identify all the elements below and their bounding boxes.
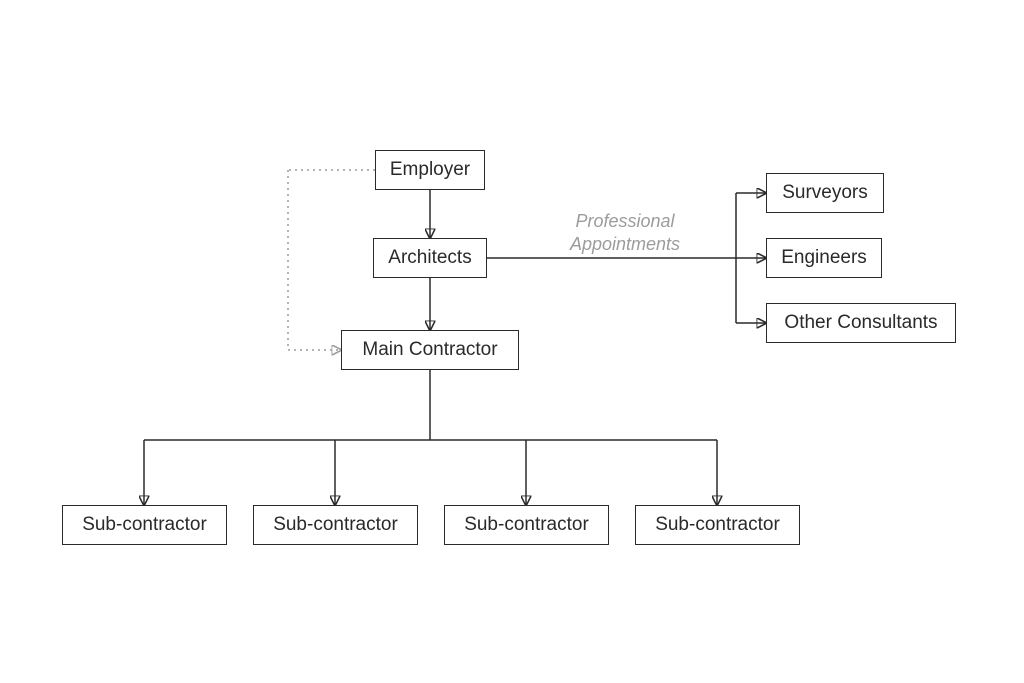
node-sub1: Sub-contractor (62, 505, 227, 545)
node-sub4: Sub-contractor (635, 505, 800, 545)
node-architects: Architects (373, 238, 487, 278)
node-sub2: Sub-contractor (253, 505, 418, 545)
edge-label-line: Appointments (545, 233, 705, 256)
node-sub3: Sub-contractor (444, 505, 609, 545)
node-consultants: Other Consultants (766, 303, 956, 343)
edge-label-0: ProfessionalAppointments (545, 210, 705, 255)
node-surveyors: Surveyors (766, 173, 884, 213)
edge-label-line: Professional (545, 210, 705, 233)
node-engineers: Engineers (766, 238, 882, 278)
node-main: Main Contractor (341, 330, 519, 370)
node-employer: Employer (375, 150, 485, 190)
